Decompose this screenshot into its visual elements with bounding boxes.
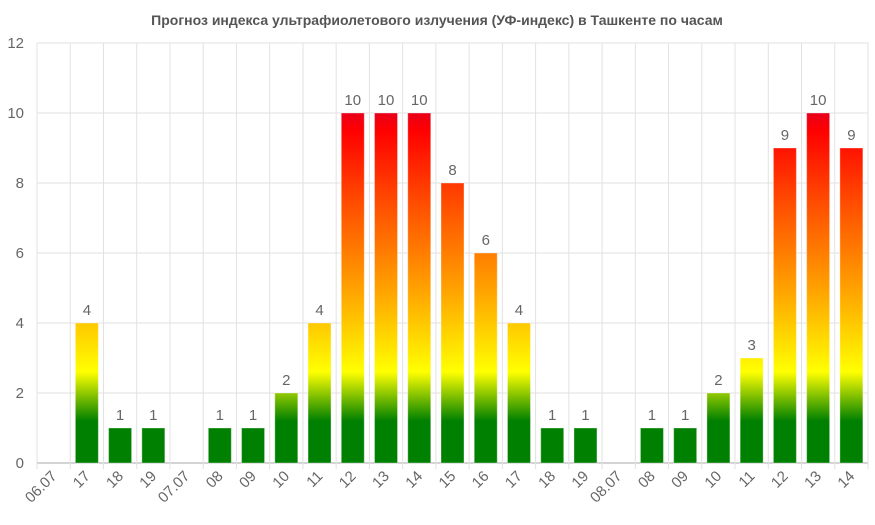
data-label: 10 [378,92,395,109]
x-tick-label: 19 [568,468,592,492]
data-label: 1 [548,407,556,424]
data-label: 1 [149,407,157,424]
x-tick-label: 18 [103,468,127,492]
x-tick-label: 19 [136,468,160,492]
bar [307,322,332,464]
bar [540,427,565,464]
x-tick-label: 16 [469,468,493,492]
data-label: 9 [847,127,855,144]
data-label: 1 [681,407,689,424]
data-label: 4 [83,302,91,319]
bar [374,112,399,464]
data-label: 6 [482,232,490,249]
bar [473,252,498,464]
x-tick-label: 09 [236,468,260,492]
data-label: 1 [216,407,224,424]
x-tick-label: 10 [701,468,725,492]
x-tick-label: 12 [336,468,360,492]
data-label: 2 [714,372,722,389]
y-tick-label: 2 [16,385,24,402]
data-label: 1 [249,407,257,424]
bar [274,392,299,464]
bar [739,357,764,464]
x-tick-label: 13 [801,468,825,492]
y-tick-label: 0 [16,455,24,472]
bar [340,112,365,464]
bar [573,427,598,464]
y-tick-label: 8 [16,175,24,192]
bar [506,322,531,464]
x-tick-label: 17 [502,468,526,492]
chart-title: Прогноз индекса ультрафиолетового излуче… [151,12,723,28]
x-tick-label: 08 [203,468,227,492]
x-tick-label: 10 [269,468,293,492]
x-tick-label: 17 [70,468,94,492]
data-label: 2 [282,372,290,389]
bar [806,112,831,464]
bar [639,427,664,464]
x-tick-label: 12 [768,468,792,492]
x-tick-label: 09 [668,468,692,492]
data-label: 1 [648,407,656,424]
y-tick-label: 10 [7,105,24,122]
data-label: 8 [448,162,456,179]
x-tick-label: 06.07 [22,468,61,507]
y-tick-label: 4 [16,315,24,332]
data-label: 4 [515,302,523,319]
x-tick-label: 07.07 [155,468,194,507]
data-label: 1 [581,407,589,424]
data-label: 1 [116,407,124,424]
x-tick-label: 08.07 [587,468,626,507]
bar [74,322,99,464]
bar [241,427,266,464]
data-label: 3 [747,337,755,354]
data-label: 9 [781,127,789,144]
bar [673,427,698,464]
x-tick-label: 08 [635,468,659,492]
data-label: 10 [810,92,827,109]
x-tick-label: 14 [834,468,858,492]
data-label: 10 [411,92,428,109]
x-tick-label: 11 [303,468,326,491]
data-label: 10 [344,92,361,109]
x-tick-label: 18 [535,468,559,492]
bar [706,392,731,464]
bar [141,427,166,464]
y-tick-label: 6 [16,245,24,262]
bar [108,427,133,464]
bar [407,112,432,464]
x-tick-label: 13 [369,468,393,492]
y-tick-label: 12 [7,35,24,52]
bar [839,147,864,464]
x-tick-label: 11 [735,468,758,491]
bar [772,147,797,464]
x-tick-label: 14 [402,468,426,492]
bar [440,182,465,464]
data-label: 4 [315,302,323,319]
x-tick-label: 15 [436,468,460,492]
bar [207,427,232,464]
